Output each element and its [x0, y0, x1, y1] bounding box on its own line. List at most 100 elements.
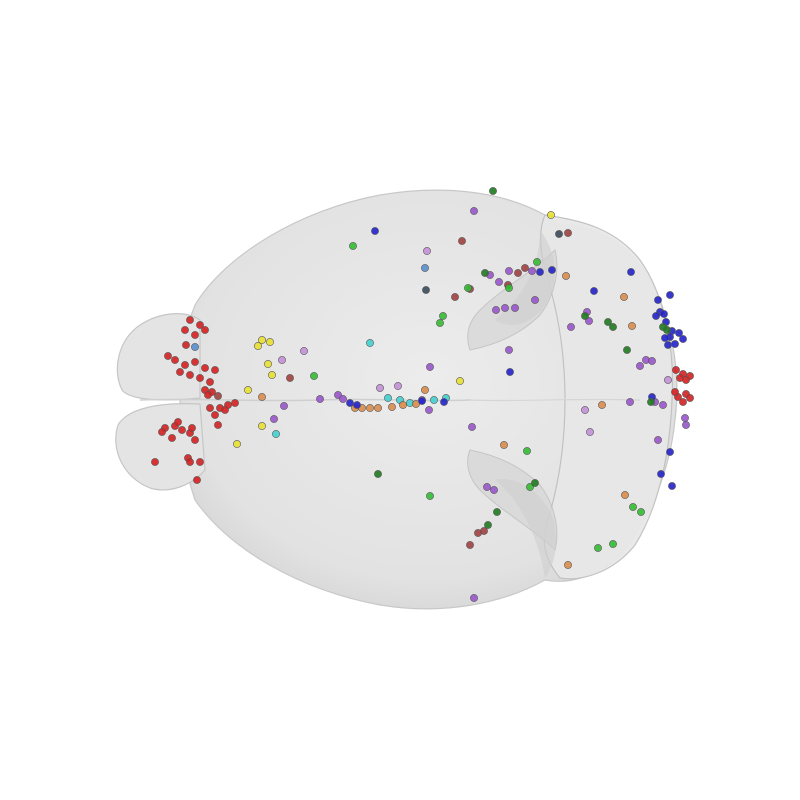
cell-point-purple [648, 357, 656, 365]
cell-point-blue [440, 398, 448, 406]
cell-point-darkgreen [484, 521, 492, 529]
cell-point-orange [258, 393, 266, 401]
cell-point-orange [621, 491, 629, 499]
cell-point-yellow [258, 336, 266, 344]
cell-point-red [206, 404, 214, 412]
cell-point-lavender [278, 356, 286, 364]
cell-point-orange [374, 404, 382, 412]
cell-point-purple [659, 401, 667, 409]
cell-point-red [196, 374, 204, 382]
cell-point-red [186, 458, 194, 466]
cell-point-blue [668, 482, 676, 490]
cell-point-blue [548, 266, 556, 274]
cell-point-purple [531, 296, 539, 304]
cell-point-orange [366, 404, 374, 412]
cell-point-red [182, 341, 190, 349]
cell-point-darkgreen [374, 470, 382, 478]
cell-point-lavender [394, 382, 402, 390]
cell-point-purple [626, 398, 634, 406]
cell-point-yellow [547, 211, 555, 219]
cell-point-purple [425, 406, 433, 414]
brainstem-line [469, 398, 641, 402]
cell-point-brown [458, 237, 466, 245]
cell-point-red [181, 326, 189, 334]
cell-point-purple [682, 421, 690, 429]
cell-point-green [629, 503, 637, 511]
cell-point-purple [426, 363, 434, 371]
cell-point-blue [506, 368, 514, 376]
cell-point-green [439, 312, 447, 320]
cell-point-darkgreen [659, 323, 667, 331]
cell-point-red [672, 366, 680, 374]
cell-point-red [186, 371, 194, 379]
cell-point-green [637, 508, 645, 516]
cell-point-purple [501, 304, 509, 312]
cell-point-blue [675, 329, 683, 337]
cell-point-purple [636, 362, 644, 370]
brain-surface [115, 189, 678, 610]
cell-point-orange [562, 272, 570, 280]
cell-point-orange [628, 322, 636, 330]
cell-point-blue [661, 334, 669, 342]
cell-point-yellow [266, 338, 274, 346]
olfactory-bulb-upper [116, 313, 201, 401]
cell-point-darkgreen [481, 269, 489, 277]
cell-point-brown [521, 264, 529, 272]
cell-point-purple [511, 304, 519, 312]
cell-point-blue [654, 296, 662, 304]
cell-point-red [176, 368, 184, 376]
cell-point-blue [346, 399, 354, 407]
cell-point-darkgreen [647, 398, 655, 406]
cell-point-green [594, 544, 602, 552]
cell-point-brown [451, 293, 459, 301]
cell-point-red [178, 426, 186, 434]
cerebellum-shape [540, 214, 674, 580]
cell-point-brown [480, 527, 488, 535]
cell-point-purple [681, 414, 689, 422]
cell-point-blue [418, 397, 426, 405]
cell-point-red [221, 406, 229, 414]
cell-point-blue [371, 227, 379, 235]
cell-point-slate [555, 230, 563, 238]
cell-point-lavender [300, 347, 308, 355]
cell-point-blue [666, 291, 674, 299]
cell-point-red [191, 358, 199, 366]
cell-point-red [682, 376, 690, 384]
cell-point-yellow [456, 377, 464, 385]
cell-point-blue [657, 470, 665, 478]
cell-point-lavender [581, 406, 589, 414]
cell-point-purple [483, 483, 491, 491]
cell-point-red [671, 388, 679, 396]
cell-point-blue [590, 287, 598, 295]
cell-point-cyan [430, 396, 438, 404]
cell-point-orange [620, 293, 628, 301]
cell-point-red [181, 361, 189, 369]
cell-point-blue [353, 401, 361, 409]
cell-point-blue [679, 335, 687, 343]
cell-point-blue [536, 268, 544, 276]
cell-point-cyan [272, 430, 280, 438]
cell-point-purple [528, 267, 536, 275]
cell-point-red [158, 428, 166, 436]
hindbrain-fold-lower [495, 479, 556, 578]
cell-point-cyan [384, 394, 392, 402]
cell-point-lavender [423, 247, 431, 255]
cell-point-red [214, 421, 222, 429]
cell-point-purple [490, 486, 498, 494]
cell-point-darkgreen [609, 323, 617, 331]
cell-point-darkgreen [623, 346, 631, 354]
cell-point-orange [388, 403, 396, 411]
cell-point-red [206, 378, 214, 386]
cell-point-purple [280, 402, 288, 410]
cell-point-green [426, 492, 434, 500]
cell-point-red [231, 399, 239, 407]
cell-point-red [196, 458, 204, 466]
cell-point-purple [470, 207, 478, 215]
cell-point-orange [564, 561, 572, 569]
cell-point-yellow [244, 386, 252, 394]
cell-point-brown [286, 374, 294, 382]
cell-point-darkgreen [604, 318, 612, 326]
cell-point-purple [339, 395, 347, 403]
